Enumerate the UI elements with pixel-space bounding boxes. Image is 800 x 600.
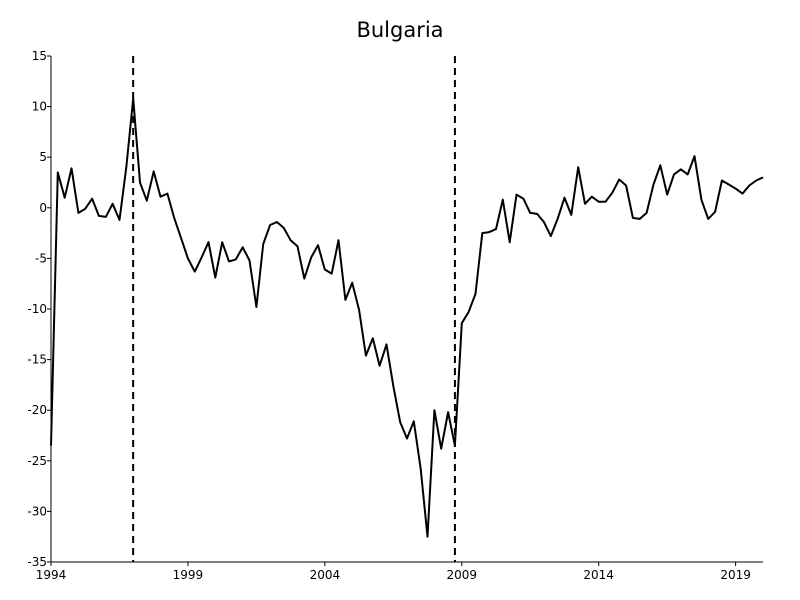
y-tick-label: 10	[32, 100, 47, 114]
x-tick-label: 1994	[36, 568, 67, 582]
x-tick-label: 2019	[720, 568, 751, 582]
y-tick-label: 5	[39, 150, 47, 164]
y-tick-label: -5	[35, 251, 47, 265]
y-tick-label: -25	[27, 454, 47, 468]
x-tick-label: 1999	[173, 568, 204, 582]
series-line	[50, 97, 764, 538]
y-tick-label: -15	[27, 353, 47, 367]
y-tick-label: -35	[27, 555, 47, 569]
x-tick-label: 2014	[583, 568, 614, 582]
plot-area	[50, 97, 764, 538]
y-tick-label: 15	[32, 49, 47, 63]
y-tick-label: -20	[27, 403, 47, 417]
vertical-dashed-lines	[132, 56, 456, 562]
x-tick-label: 2009	[446, 568, 477, 582]
y-tick-label: -30	[27, 504, 47, 518]
y-tick-label: -10	[27, 302, 47, 316]
x-tick-label: 2004	[310, 568, 341, 582]
chart-title: Bulgaria	[356, 18, 443, 42]
y-tick-label: 0	[39, 201, 47, 215]
